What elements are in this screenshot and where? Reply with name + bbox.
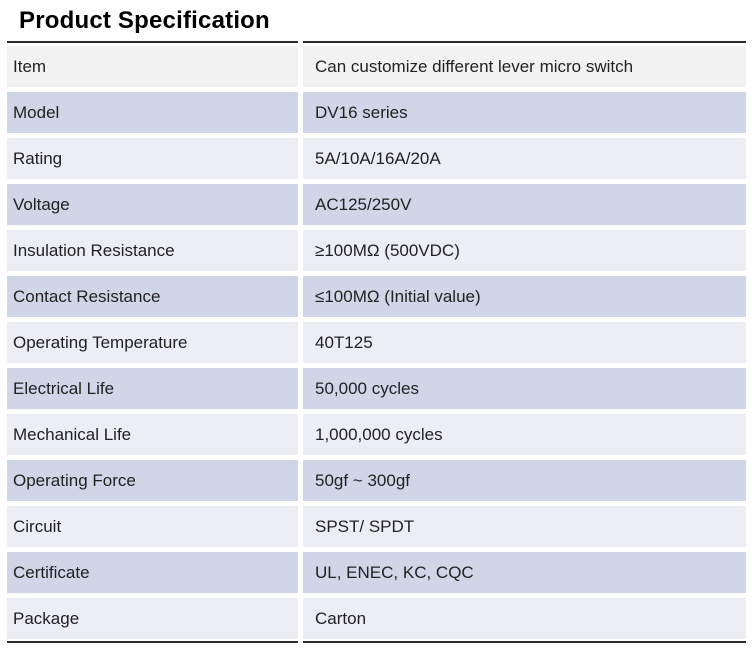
table-row-package: Package Carton xyxy=(7,598,746,639)
table-bottom-rule xyxy=(7,641,746,643)
row-value: Carton xyxy=(303,598,746,639)
row-label: Operating Force xyxy=(7,460,298,501)
top-rule-left-segment xyxy=(7,41,298,43)
row-value: SPST/ SPDT xyxy=(303,506,746,547)
row-label: Item xyxy=(7,46,298,87)
table-row-operating-force: Operating Force 50gf ~ 300gf xyxy=(7,460,746,501)
table-row-operating-temperature: Operating Temperature 40T125 xyxy=(7,322,746,363)
row-value: 1,000,000 cycles xyxy=(303,414,746,455)
row-label: Electrical Life xyxy=(7,368,298,409)
row-value: DV16 series xyxy=(303,92,746,133)
spec-table: Item Can customize different lever micro… xyxy=(7,41,746,643)
table-row-insulation-resistance: Insulation Resistance ≥100MΩ (500VDC) xyxy=(7,230,746,271)
table-row-mechanical-life: Mechanical Life 1,000,000 cycles xyxy=(7,414,746,455)
row-value: UL, ENEC, KC, CQC xyxy=(303,552,746,593)
table-row-electrical-life: Electrical Life 50,000 cycles xyxy=(7,368,746,409)
table-row-voltage: Voltage AC125/250V xyxy=(7,184,746,225)
row-value: 50,000 cycles xyxy=(303,368,746,409)
row-value: ≥100MΩ (500VDC) xyxy=(303,230,746,271)
row-label: Package xyxy=(7,598,298,639)
table-row-contact-resistance: Contact Resistance ≤100MΩ (Initial value… xyxy=(7,276,746,317)
row-value: 5A/10A/16A/20A xyxy=(303,138,746,179)
table-row-circuit: Circuit SPST/ SPDT xyxy=(7,506,746,547)
table-row-item: Item Can customize different lever micro… xyxy=(7,46,746,87)
row-value: 40T125 xyxy=(303,322,746,363)
table-row-certificate: Certificate UL, ENEC, KC, CQC xyxy=(7,552,746,593)
bottom-rule-left-segment xyxy=(7,641,298,643)
row-value: Can customize different lever micro swit… xyxy=(303,46,746,87)
top-rule-right-segment xyxy=(303,41,746,43)
row-value: 50gf ~ 300gf xyxy=(303,460,746,501)
row-value: AC125/250V xyxy=(303,184,746,225)
bottom-rule-right-segment xyxy=(303,641,746,643)
table-row-model: Model DV16 series xyxy=(7,92,746,133)
table-rows: Item Can customize different lever micro… xyxy=(7,46,746,639)
row-label: Model xyxy=(7,92,298,133)
table-row-rating: Rating 5A/10A/16A/20A xyxy=(7,138,746,179)
row-value: ≤100MΩ (Initial value) xyxy=(303,276,746,317)
table-top-rule xyxy=(7,41,746,43)
row-label: Voltage xyxy=(7,184,298,225)
row-label: Mechanical Life xyxy=(7,414,298,455)
row-label: Operating Temperature xyxy=(7,322,298,363)
row-label: Rating xyxy=(7,138,298,179)
row-label: Certificate xyxy=(7,552,298,593)
row-label: Insulation Resistance xyxy=(7,230,298,271)
row-label: Circuit xyxy=(7,506,298,547)
page-title: Product Specification xyxy=(19,7,270,34)
row-label: Contact Resistance xyxy=(7,276,298,317)
